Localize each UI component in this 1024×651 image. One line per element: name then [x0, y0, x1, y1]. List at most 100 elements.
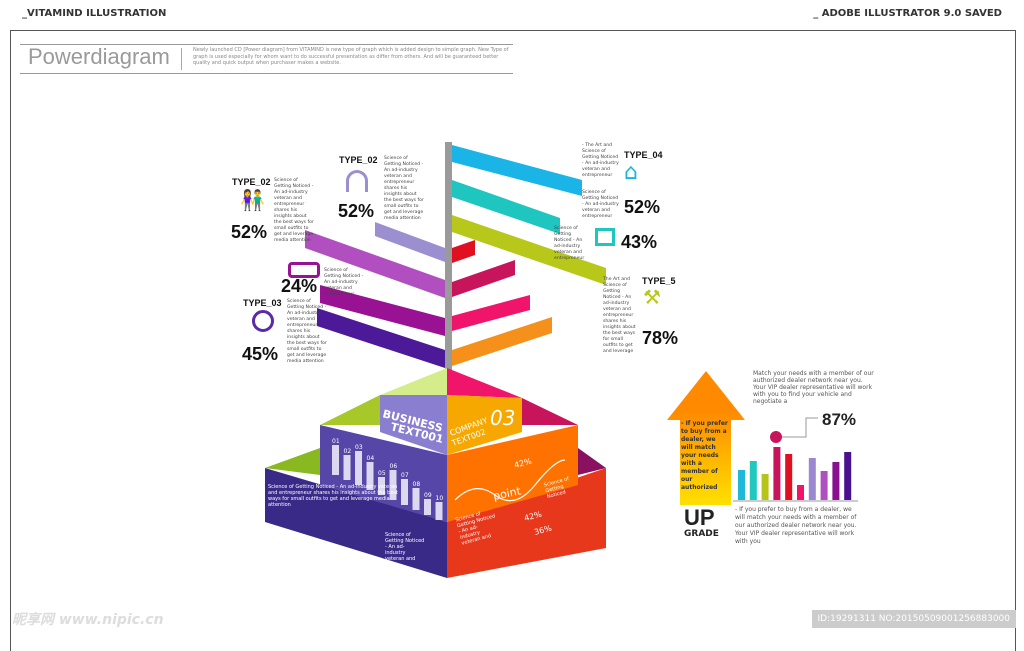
- mini-bar-label: 01: [332, 438, 340, 445]
- description: Science of Getting Noticed - An ad-indus…: [582, 190, 619, 219]
- pyramid-side: [578, 448, 606, 475]
- chart-bar: [749, 461, 757, 500]
- stripe: [320, 285, 445, 336]
- pyramid-side: [522, 398, 578, 425]
- type-label: TYPE_03: [243, 298, 282, 308]
- type-label: TYPE_02: [339, 155, 378, 165]
- description: Science of Getting Noticed - An ad-indus…: [274, 178, 314, 243]
- mini-bar-label: 05: [378, 470, 386, 477]
- up-label: UP: [684, 505, 715, 530]
- pyramid-bottom-left: [265, 468, 447, 578]
- type-label: TYPE_02: [232, 177, 271, 187]
- stripe: [375, 222, 445, 262]
- chart-bar: [785, 454, 793, 500]
- pyramid-text: Science of Getting Noticed - An ad-indus…: [268, 484, 398, 508]
- percent: 24%: [281, 276, 318, 296]
- divider: [181, 48, 182, 70]
- stripe: [452, 317, 552, 366]
- description: The Art and Science of Getting Noticed -…: [603, 277, 636, 354]
- chart-bar: [738, 470, 745, 500]
- percent: 45%: [242, 344, 279, 364]
- description: Science of Getting Noticed - An ad-indus…: [384, 156, 424, 221]
- percent: 52%: [231, 222, 268, 242]
- mini-bar: [355, 451, 362, 485]
- arrow-text: - If you prefer to buy from a dealer, we…: [681, 420, 728, 491]
- leader-line: [782, 417, 818, 438]
- people-icon: 👫: [240, 188, 265, 212]
- percent: 52%: [338, 201, 375, 221]
- page-title: Powerdiagram: [28, 44, 170, 69]
- chart-bar: [761, 474, 769, 500]
- mini-bar: [412, 488, 420, 510]
- stripe: [317, 308, 445, 368]
- chart-bar: [773, 447, 781, 500]
- mini-bar-label: 07: [401, 472, 409, 479]
- pyramid-text: Science of Getting Noticed - An ad-indus…: [385, 532, 425, 562]
- chart-bar: [808, 458, 816, 500]
- mini-bar-label: 06: [390, 463, 398, 470]
- pyramid-top: [380, 368, 447, 395]
- header-right: _ ADOBE ILLUSTRATOR 9.0 SAVED: [813, 8, 1002, 19]
- mini-bar: [401, 479, 408, 505]
- divider: [20, 73, 513, 74]
- type-label: TYPE_04: [624, 150, 663, 160]
- type-label: TYPE_5: [642, 276, 676, 286]
- mini-bar: [424, 499, 431, 515]
- percent: 78%: [642, 328, 679, 348]
- mini-bar: [343, 455, 351, 480]
- id-badge: ID:19291311 NO:20150509001256883000: [811, 610, 1016, 628]
- mini-bar-label: 03: [355, 444, 363, 451]
- stripe: [452, 215, 606, 285]
- stripe: [452, 145, 582, 196]
- mini-bar: [378, 477, 385, 495]
- marker-dot: [770, 431, 782, 443]
- top-text: Match your needs with a member of our au…: [753, 370, 874, 405]
- mini-bar-label: 09: [424, 492, 432, 499]
- pyramid-side: [320, 395, 380, 425]
- chart-bar: [844, 452, 852, 500]
- frame: [10, 30, 1016, 651]
- house-icon: ⌂: [624, 160, 638, 185]
- pyramid-side: [265, 448, 320, 475]
- mini-bar-label: 10: [436, 495, 444, 502]
- joystick-icon: [288, 262, 320, 278]
- description: Science of Getting Noticed - An ad-indus…: [324, 268, 364, 297]
- mini-bar-label: 08: [413, 481, 421, 488]
- stripe: [452, 295, 530, 331]
- pyramid-top-right: [447, 395, 522, 455]
- pole: [445, 142, 452, 372]
- tools-icon: [595, 228, 615, 246]
- wave-line: [454, 459, 566, 502]
- mini-bar-label: 04: [367, 455, 375, 462]
- pyramid-bottom-right: [447, 468, 606, 578]
- mini-bar: [435, 502, 443, 520]
- description: - The Art and Science of Getting Noticed…: [582, 143, 619, 178]
- mini-bar: [389, 470, 397, 500]
- pyramid-mid-right: [447, 425, 578, 522]
- watermark: 昵享网 www.nipic.cn: [12, 612, 164, 628]
- bottom-text: - If you prefer to buy from a dealer, we…: [735, 506, 857, 545]
- mini-bar: [366, 462, 374, 490]
- headphones-icon: [346, 170, 368, 192]
- stripe: [305, 230, 445, 298]
- intro-text: Newly launched CD [Power diagram] from V…: [193, 47, 509, 66]
- description: Science of Getting Noticed - An ad-indus…: [287, 299, 327, 364]
- mini-bar-label: 02: [344, 448, 352, 455]
- number-03: 03: [490, 406, 515, 430]
- stripe: [452, 240, 475, 263]
- percent: 43%: [621, 232, 658, 252]
- percent-87: 87%: [822, 410, 857, 429]
- description: Science of Getting Noticed - An ad-indus…: [554, 226, 585, 261]
- mini-bar: [332, 445, 339, 475]
- header-left: _VITAMIND ILLUSTRATION: [22, 8, 167, 19]
- upgrade-arrow-icon: [667, 371, 745, 505]
- percent: 52%: [624, 197, 661, 217]
- wrench-icon: ⚒: [643, 285, 661, 309]
- stripe: [452, 180, 560, 234]
- stripe: [452, 260, 515, 297]
- divider: [20, 44, 513, 45]
- grade-label: GRADE: [684, 529, 719, 539]
- pyramid-top: [447, 368, 522, 398]
- pyramid-top-left: [380, 395, 447, 455]
